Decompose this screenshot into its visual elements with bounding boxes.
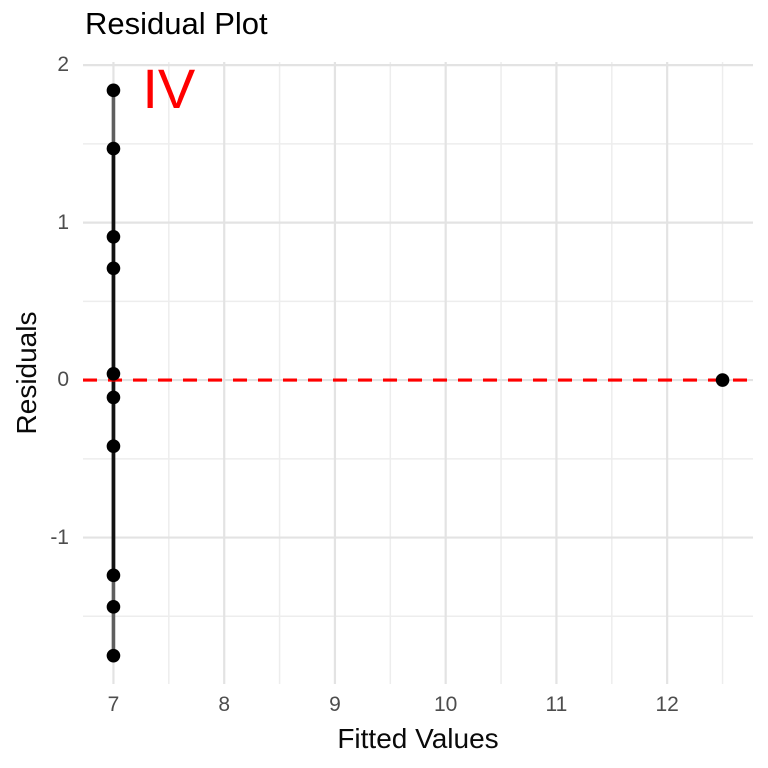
data-point: [106, 229, 121, 244]
data-point: [106, 83, 121, 98]
x-tick-label: 12: [655, 693, 679, 716]
data-point: [106, 261, 121, 276]
plot-title: Residual Plot: [85, 6, 268, 41]
x-tick-label: 9: [329, 693, 341, 716]
x-axis-title: Fitted Values: [337, 723, 499, 754]
dataset-annotation: IV: [142, 56, 196, 120]
data-point: [106, 390, 121, 405]
y-tick-label: 0: [57, 368, 69, 392]
x-tick-label: 11: [545, 693, 568, 716]
data-point: [715, 373, 730, 387]
data-point: [106, 366, 121, 381]
y-tick-label: -1: [50, 525, 69, 549]
data-point: [106, 648, 121, 663]
data-point: [106, 568, 121, 583]
x-tick-label: 8: [218, 693, 231, 716]
data-point: [106, 439, 121, 454]
x-tick-label: 10: [433, 693, 458, 716]
y-tick-label: 2: [57, 53, 69, 77]
x-tick-label: 7: [107, 693, 120, 716]
data-point: [106, 600, 121, 614]
y-tick-label: 1: [57, 210, 69, 234]
data-point: [106, 141, 121, 156]
